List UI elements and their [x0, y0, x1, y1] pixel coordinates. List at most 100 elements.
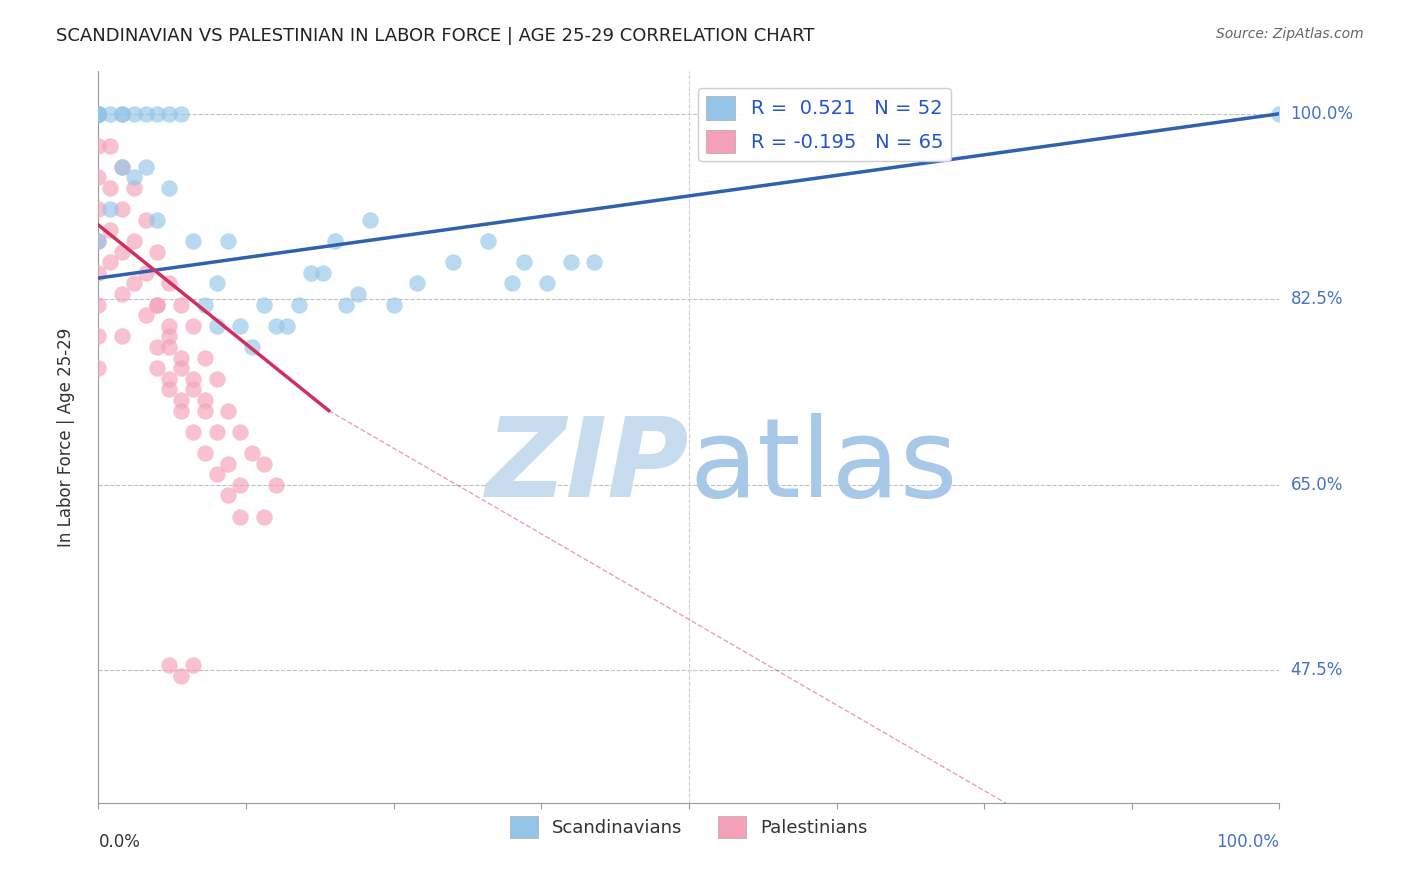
Point — [181, 234, 204, 248]
Point — [87, 234, 110, 248]
Point — [194, 446, 217, 460]
Point — [512, 255, 534, 269]
Point — [441, 255, 464, 269]
Point — [170, 297, 193, 311]
Point — [122, 181, 145, 195]
Point — [146, 361, 169, 376]
Point — [146, 297, 169, 311]
Text: 100.0%: 100.0% — [1291, 104, 1354, 123]
Point — [87, 107, 110, 121]
Point — [217, 403, 239, 417]
Point — [98, 255, 121, 269]
Point — [87, 107, 110, 121]
Point — [111, 160, 134, 174]
Point — [536, 277, 558, 291]
Point — [122, 234, 145, 248]
Point — [359, 212, 381, 227]
Point — [323, 234, 346, 248]
Point — [87, 107, 110, 121]
Point — [135, 266, 157, 280]
Point — [288, 297, 311, 311]
Point — [501, 277, 523, 291]
Point — [229, 509, 252, 524]
Legend: Scandinavians, Palestinians: Scandinavians, Palestinians — [503, 808, 875, 845]
Point — [312, 266, 335, 280]
Text: 82.5%: 82.5% — [1291, 290, 1343, 309]
Y-axis label: In Labor Force | Age 25-29: In Labor Force | Age 25-29 — [56, 327, 75, 547]
Point — [135, 212, 157, 227]
Text: 65.0%: 65.0% — [1291, 475, 1343, 494]
Point — [229, 477, 252, 491]
Point — [98, 181, 121, 195]
Point — [335, 297, 357, 311]
Point — [406, 277, 429, 291]
Point — [583, 255, 606, 269]
Text: Source: ZipAtlas.com: Source: ZipAtlas.com — [1216, 27, 1364, 41]
Point — [217, 488, 239, 502]
Point — [217, 457, 239, 471]
Point — [98, 202, 121, 216]
Point — [157, 329, 180, 343]
Point — [194, 297, 217, 311]
Point — [181, 318, 204, 333]
Point — [98, 223, 121, 237]
Point — [111, 202, 134, 216]
Point — [135, 308, 157, 322]
Point — [87, 329, 110, 343]
Point — [264, 477, 287, 491]
Point — [111, 107, 134, 121]
Point — [87, 234, 110, 248]
Point — [87, 138, 110, 153]
Point — [205, 318, 228, 333]
Point — [194, 403, 217, 417]
Text: 100.0%: 100.0% — [1216, 833, 1279, 851]
Point — [157, 658, 180, 673]
Point — [87, 107, 110, 121]
Point — [181, 383, 204, 397]
Point — [111, 244, 134, 259]
Point — [87, 170, 110, 185]
Point — [111, 287, 134, 301]
Point — [87, 107, 110, 121]
Point — [382, 297, 405, 311]
Point — [157, 340, 180, 354]
Point — [87, 107, 110, 121]
Point — [240, 340, 263, 354]
Point — [111, 329, 134, 343]
Point — [157, 107, 180, 121]
Point — [122, 107, 145, 121]
Point — [87, 202, 110, 216]
Point — [299, 266, 322, 280]
Point — [146, 212, 169, 227]
Point — [87, 361, 110, 376]
Point — [477, 234, 499, 248]
Point — [87, 266, 110, 280]
Point — [181, 658, 204, 673]
Point — [111, 107, 134, 121]
Point — [205, 372, 228, 386]
Point — [111, 160, 134, 174]
Point — [170, 668, 193, 682]
Point — [253, 457, 276, 471]
Point — [1268, 107, 1291, 121]
Point — [87, 107, 110, 121]
Point — [194, 392, 217, 407]
Point — [157, 181, 180, 195]
Point — [240, 446, 263, 460]
Point — [135, 107, 157, 121]
Point — [146, 340, 169, 354]
Point — [264, 318, 287, 333]
Point — [157, 318, 180, 333]
Point — [122, 277, 145, 291]
Point — [98, 138, 121, 153]
Point — [347, 287, 370, 301]
Point — [205, 277, 228, 291]
Point — [170, 403, 193, 417]
Point — [253, 297, 276, 311]
Point — [122, 170, 145, 185]
Point — [87, 297, 110, 311]
Point — [157, 383, 180, 397]
Point — [194, 351, 217, 365]
Point — [146, 297, 169, 311]
Point — [170, 392, 193, 407]
